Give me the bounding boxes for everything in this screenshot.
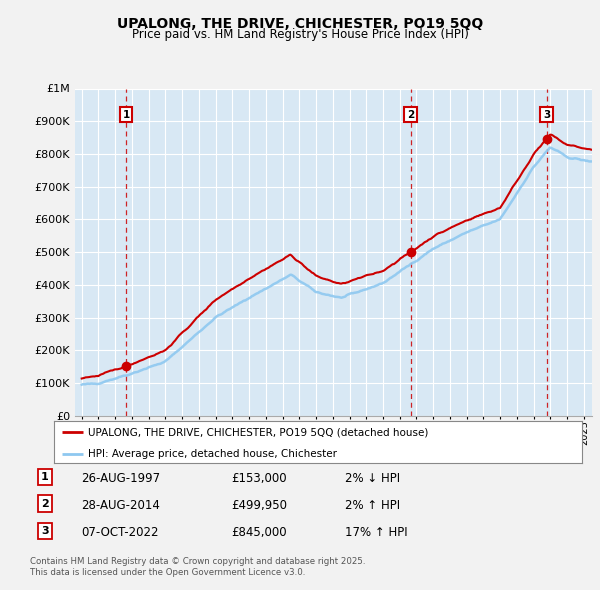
Text: 1: 1	[41, 472, 49, 482]
Text: 07-OCT-2022: 07-OCT-2022	[81, 526, 158, 539]
Text: 17% ↑ HPI: 17% ↑ HPI	[345, 526, 407, 539]
Text: 2: 2	[41, 499, 49, 509]
Text: This data is licensed under the Open Government Licence v3.0.: This data is licensed under the Open Gov…	[30, 568, 305, 577]
Text: 2% ↑ HPI: 2% ↑ HPI	[345, 499, 400, 512]
Text: 1: 1	[122, 110, 130, 120]
Text: 2: 2	[407, 110, 414, 120]
Text: 28-AUG-2014: 28-AUG-2014	[81, 499, 160, 512]
Text: Contains HM Land Registry data © Crown copyright and database right 2025.: Contains HM Land Registry data © Crown c…	[30, 558, 365, 566]
Text: UPALONG, THE DRIVE, CHICHESTER, PO19 5QQ (detached house): UPALONG, THE DRIVE, CHICHESTER, PO19 5QQ…	[88, 427, 428, 437]
Text: 26-AUG-1997: 26-AUG-1997	[81, 472, 160, 485]
Text: £845,000: £845,000	[231, 526, 287, 539]
Text: HPI: Average price, detached house, Chichester: HPI: Average price, detached house, Chic…	[88, 449, 337, 459]
Text: 2% ↓ HPI: 2% ↓ HPI	[345, 472, 400, 485]
Text: £499,950: £499,950	[231, 499, 287, 512]
Text: 3: 3	[41, 526, 49, 536]
Text: £153,000: £153,000	[231, 472, 287, 485]
Text: 3: 3	[543, 110, 550, 120]
Text: Price paid vs. HM Land Registry's House Price Index (HPI): Price paid vs. HM Land Registry's House …	[131, 28, 469, 41]
Text: UPALONG, THE DRIVE, CHICHESTER, PO19 5QQ: UPALONG, THE DRIVE, CHICHESTER, PO19 5QQ	[117, 17, 483, 31]
